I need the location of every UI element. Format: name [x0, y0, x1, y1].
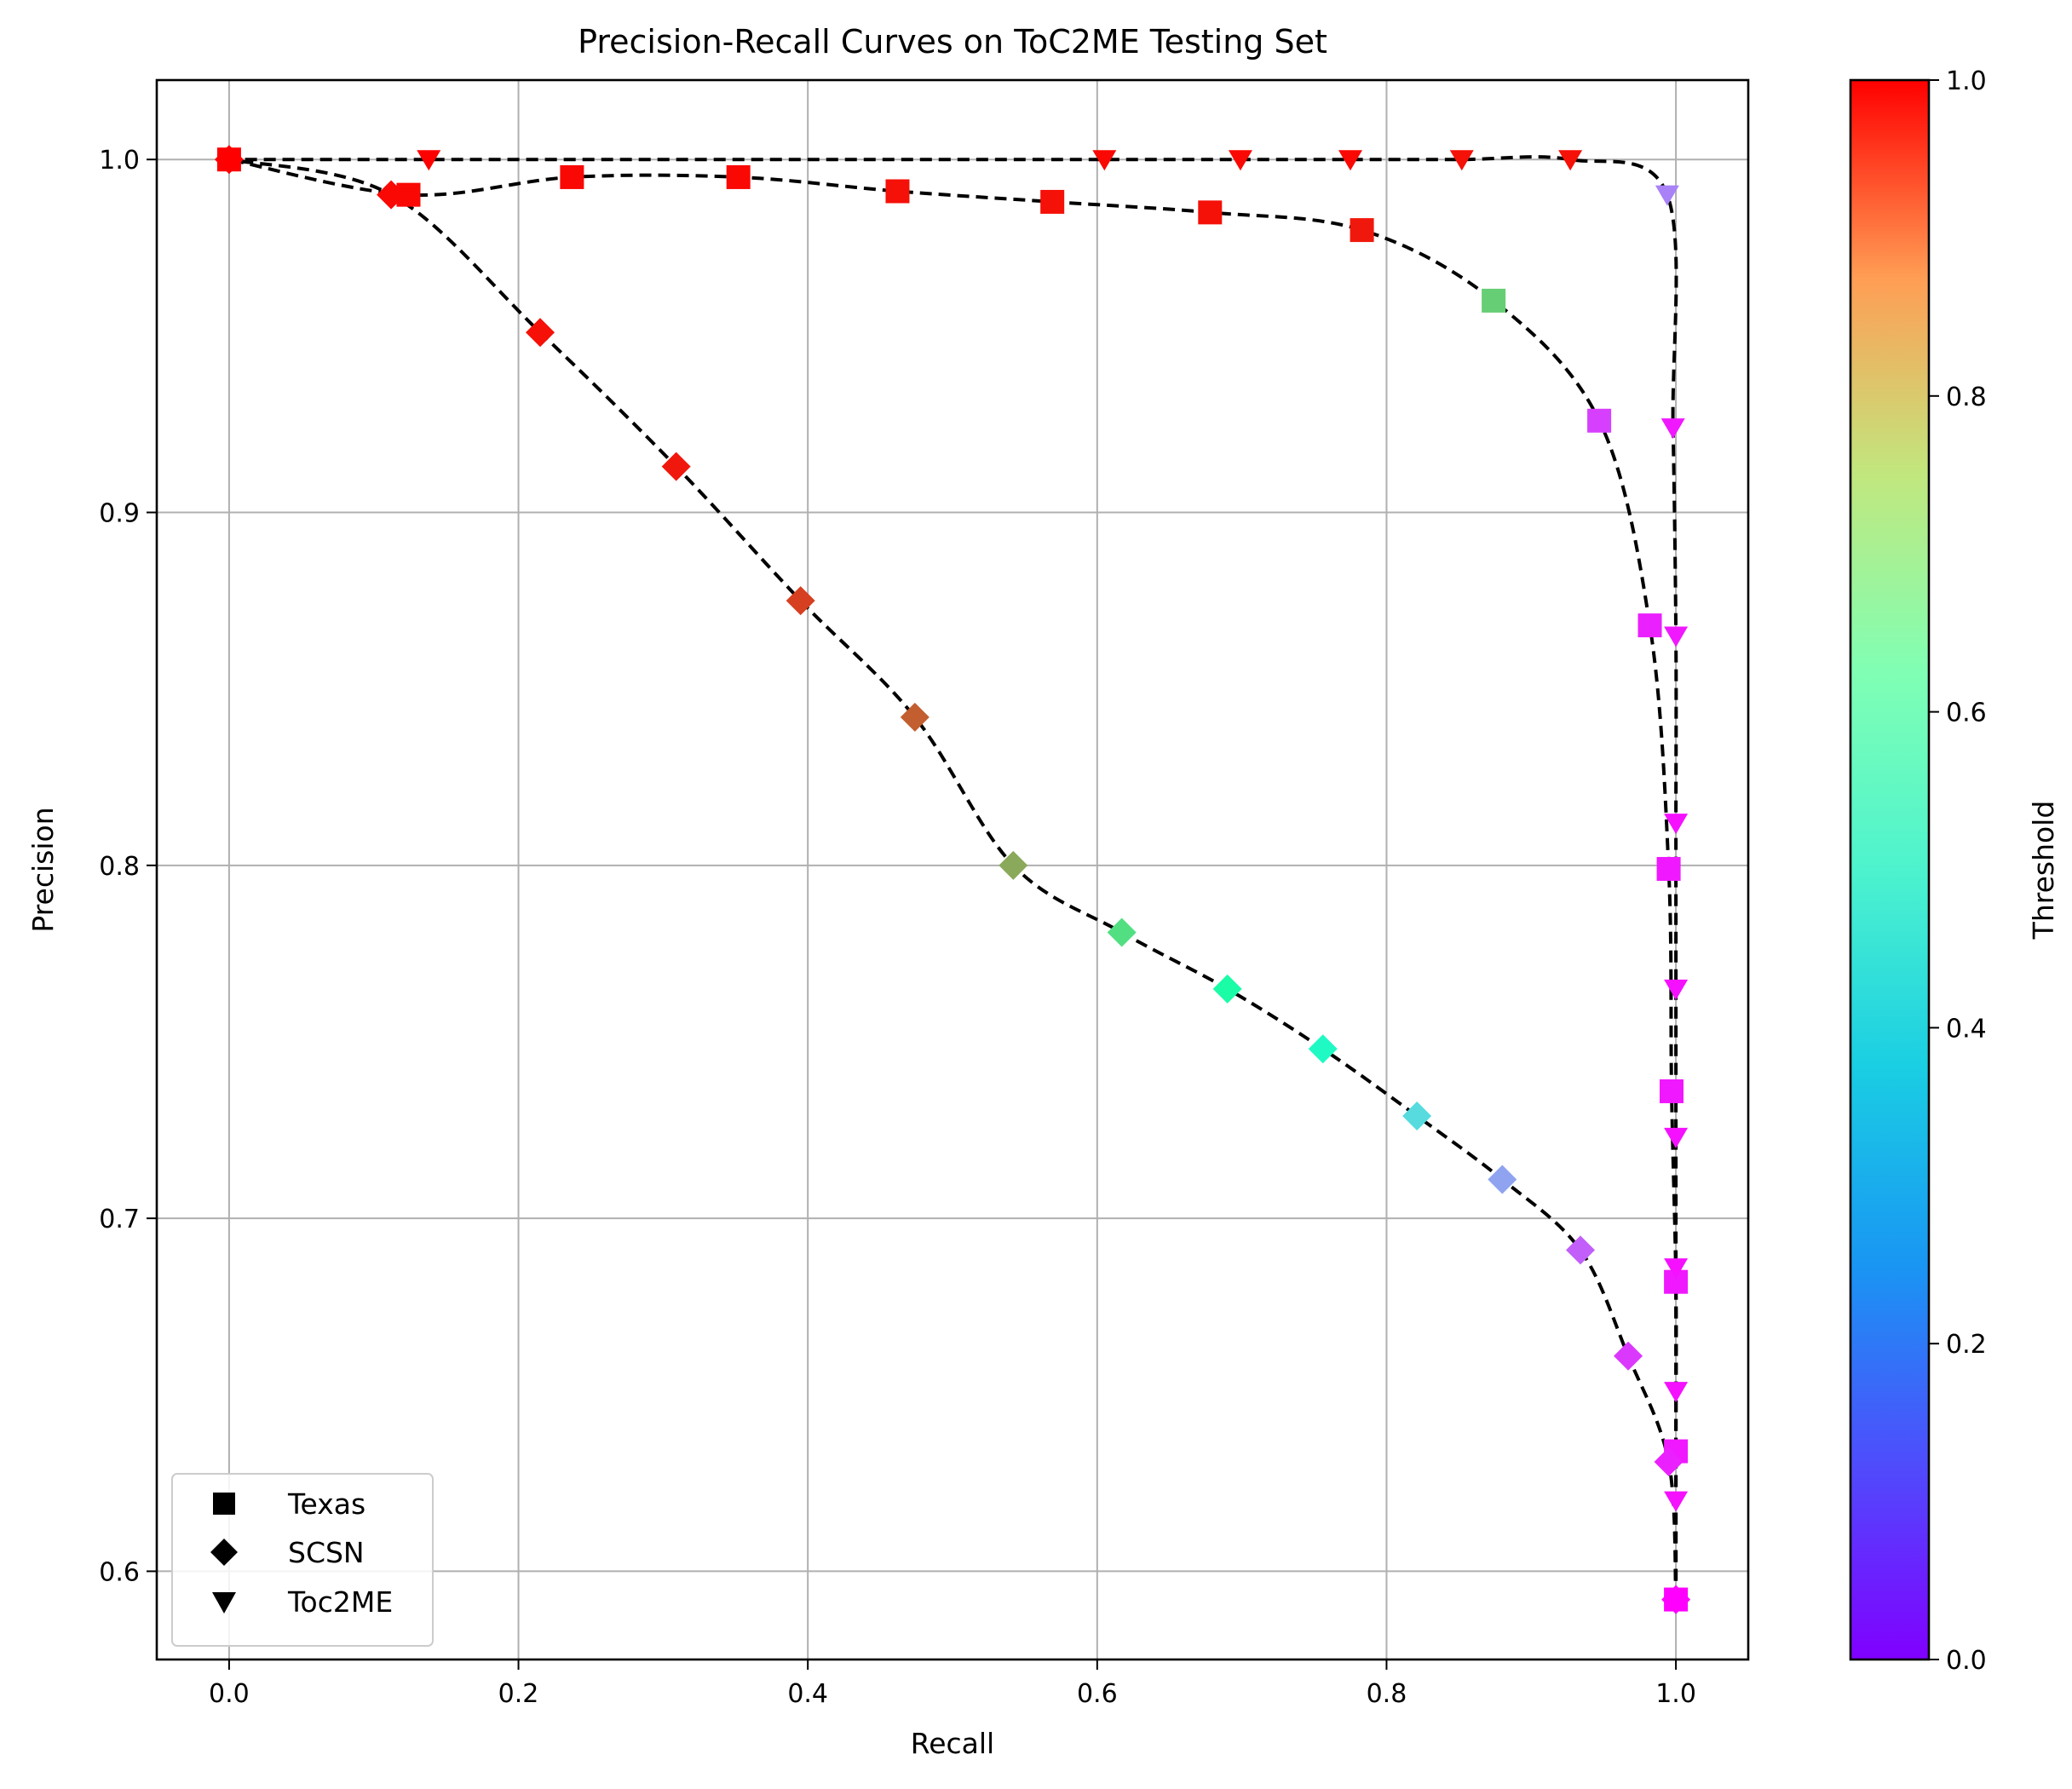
legend-label-texas: Texas — [287, 1487, 365, 1521]
legend-label-toc2me: Toc2ME — [287, 1585, 393, 1619]
dashed-curves — [228, 155, 1678, 1600]
x-tick-label: 0.2 — [498, 1679, 539, 1709]
scsn-point — [1212, 974, 1242, 1004]
toc2me-point — [1664, 979, 1689, 1000]
y-tick-label: 1.0 — [99, 146, 140, 175]
scsn-point — [661, 452, 691, 481]
toc2me-point — [1664, 1258, 1689, 1280]
texas-point — [1350, 218, 1374, 243]
toc2me-point — [1664, 1127, 1689, 1148]
curve-texas — [228, 158, 1678, 1600]
texas-point — [1659, 1079, 1684, 1103]
legend-label-scsn: SCSN — [288, 1536, 365, 1569]
chart-title: Precision-Recall Curves on ToC2ME Testin… — [578, 23, 1327, 60]
texas-point — [1587, 408, 1612, 433]
toc2me-point — [1228, 150, 1252, 171]
scsn-point — [1308, 1034, 1338, 1064]
x-axis-ticks: 0.0 0.2 0.4 0.6 0.8 1.0 — [209, 1660, 1696, 1709]
data-markers — [214, 145, 1691, 1614]
texas-point — [560, 164, 584, 189]
curve-scsn — [228, 158, 1678, 1600]
legend-diamond-icon — [210, 1539, 238, 1566]
colorbar-tick-label: 1.0 — [1946, 66, 1987, 96]
x-tick-label: 1.0 — [1655, 1679, 1696, 1709]
scsn-point — [526, 318, 555, 348]
texas-point — [885, 179, 910, 204]
colorbar-ticks: 0.0 0.2 0.4 0.6 0.8 1.0 — [1929, 66, 1987, 1676]
toc2me-point — [1664, 1382, 1689, 1403]
y-tick-label: 0.7 — [99, 1205, 140, 1234]
legend-triangle-down-icon — [212, 1592, 236, 1614]
x-axis-label: Recall — [911, 1727, 994, 1760]
y-axis-ticks: 0.6 0.7 0.8 0.9 1.0 — [99, 146, 157, 1587]
scsn-point — [1654, 1447, 1684, 1476]
colorbar-tick-label: 0.0 — [1946, 1646, 1987, 1676]
texas-point — [726, 164, 751, 189]
toc2me-point — [1558, 150, 1583, 171]
toc2me-point — [1664, 1491, 1689, 1512]
texas-point — [1637, 613, 1662, 638]
colorbar-tick-label: 0.8 — [1946, 383, 1987, 412]
toc2me-point — [216, 150, 241, 171]
toc2me-point — [1338, 150, 1362, 171]
x-tick-label: 0.0 — [209, 1679, 250, 1709]
y-tick-label: 0.8 — [99, 852, 140, 882]
scsn-point — [786, 586, 815, 616]
colorbar-gradient — [1849, 78, 1931, 1661]
scsn-point — [377, 180, 406, 210]
texas-point — [1040, 189, 1065, 214]
scsn-point — [1488, 1165, 1517, 1194]
colorbar-tick-label: 0.2 — [1946, 1330, 1987, 1360]
scsn-point — [999, 850, 1028, 880]
legend: Texas SCSN Toc2ME — [171, 1473, 434, 1647]
toc2me-point — [1664, 626, 1689, 647]
scsn-point — [1402, 1101, 1432, 1130]
legend-box — [171, 1473, 434, 1647]
legend-square-icon — [213, 1493, 235, 1515]
toc2me-point — [1092, 150, 1117, 171]
toc2me-point — [1660, 418, 1685, 440]
toc2me-point — [1655, 185, 1679, 206]
scsn-point — [1107, 918, 1137, 947]
toc2me-point — [1664, 814, 1689, 835]
texas-point — [1482, 288, 1506, 313]
x-tick-label: 0.6 — [1077, 1679, 1118, 1709]
x-tick-label: 0.4 — [787, 1679, 828, 1709]
x-tick-label: 0.8 — [1367, 1679, 1407, 1709]
curve-toc2me — [228, 155, 1678, 1600]
scsn-point — [1614, 1341, 1643, 1371]
toc2me-point — [417, 150, 441, 171]
toc2me-point — [1449, 150, 1474, 171]
grid-lines — [157, 80, 1748, 1660]
y-axis-label: Precision — [26, 807, 60, 932]
texas-point — [1656, 856, 1681, 881]
y-tick-label: 0.9 — [99, 499, 140, 529]
plot-frame — [155, 78, 1750, 1661]
toc2me-point — [1664, 1590, 1689, 1611]
colorbar-tick-label: 0.4 — [1946, 1014, 1987, 1044]
colorbar-label: Threshold — [2027, 801, 2060, 941]
scsn-point — [900, 702, 930, 732]
scsn-point — [1566, 1235, 1596, 1265]
texas-point — [1198, 200, 1223, 225]
y-tick-label: 0.6 — [99, 1557, 140, 1587]
colorbar-tick-label: 0.6 — [1946, 699, 1987, 728]
colorbar: 0.0 0.2 0.4 0.6 0.8 1.0 Threshold — [1849, 66, 2060, 1676]
